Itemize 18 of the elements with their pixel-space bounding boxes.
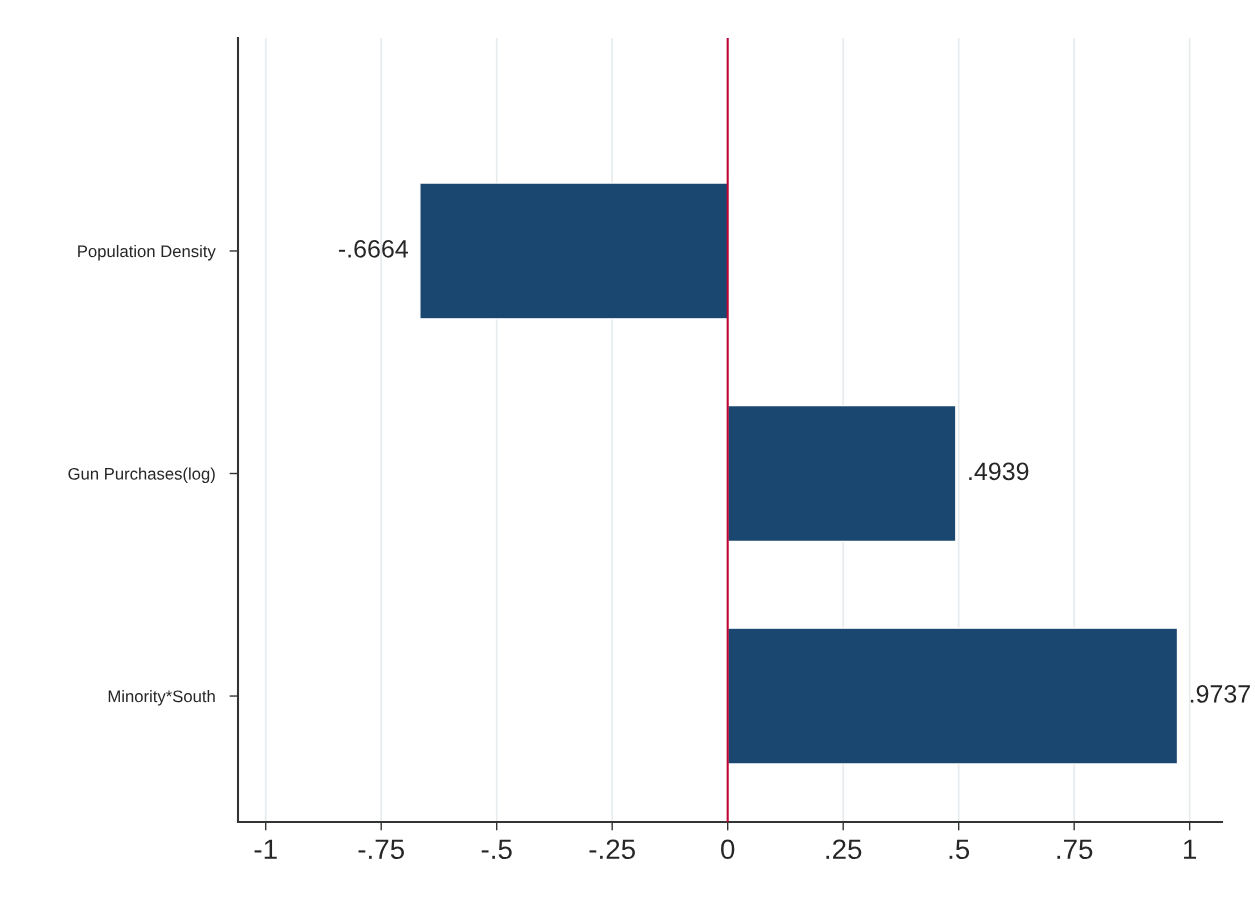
x-tick-label: -.75 [358, 839, 404, 860]
y-tick-label: Population Density [78, 244, 216, 261]
x-tick-label: 0 [721, 839, 735, 860]
x-tick-label: -.5 [481, 839, 512, 860]
data-label: -.6664 [338, 239, 408, 258]
bar [419, 182, 729, 320]
data-label: .9737 [1190, 685, 1250, 703]
x-tick-label: .75 [1057, 839, 1093, 860]
data-label: .4939 [969, 462, 1029, 481]
x-tick-label: .25 [826, 839, 862, 860]
x-tick-label: -.25 [589, 839, 635, 860]
x-tick-label: 1 [1184, 839, 1197, 859]
bar [726, 404, 957, 543]
y-tick-label: Minority*South [108, 690, 215, 706]
x-tick-label: -1 [254, 839, 277, 859]
bar [726, 627, 1179, 765]
y-tick-label: Gun Purchases(log) [68, 467, 215, 483]
x-tick-label: .5 [949, 839, 970, 860]
